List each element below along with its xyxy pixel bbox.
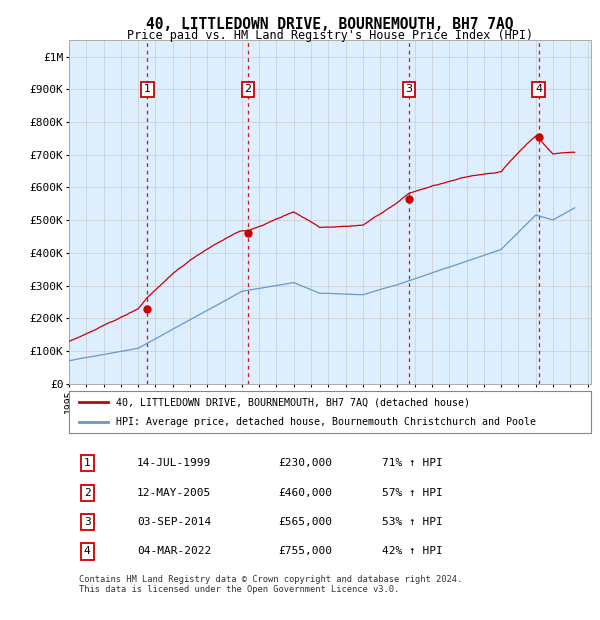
Text: 2: 2 [245,84,251,94]
Text: Price paid vs. HM Land Registry's House Price Index (HPI): Price paid vs. HM Land Registry's House … [127,30,533,42]
Text: Contains HM Land Registry data © Crown copyright and database right 2024.
This d: Contains HM Land Registry data © Crown c… [79,575,463,595]
Text: 57% ↑ HPI: 57% ↑ HPI [382,488,443,498]
Text: 1: 1 [144,84,151,94]
Text: £755,000: £755,000 [278,546,332,556]
Text: 71% ↑ HPI: 71% ↑ HPI [382,458,443,467]
Text: 40, LITTLEDOWN DRIVE, BOURNEMOUTH, BH7 7AQ: 40, LITTLEDOWN DRIVE, BOURNEMOUTH, BH7 7… [146,17,514,32]
Text: 42% ↑ HPI: 42% ↑ HPI [382,546,443,556]
Text: 12-MAY-2005: 12-MAY-2005 [137,488,211,498]
Text: 04-MAR-2022: 04-MAR-2022 [137,546,211,556]
Text: £230,000: £230,000 [278,458,332,467]
Text: 4: 4 [84,546,91,556]
Text: HPI: Average price, detached house, Bournemouth Christchurch and Poole: HPI: Average price, detached house, Bour… [116,417,536,427]
Text: 1: 1 [84,458,91,467]
Text: 2: 2 [84,488,91,498]
Text: 3: 3 [84,517,91,527]
Text: £460,000: £460,000 [278,488,332,498]
Text: £565,000: £565,000 [278,517,332,527]
Text: 14-JUL-1999: 14-JUL-1999 [137,458,211,467]
Text: 4: 4 [535,84,542,94]
Text: 40, LITTLEDOWN DRIVE, BOURNEMOUTH, BH7 7AQ (detached house): 40, LITTLEDOWN DRIVE, BOURNEMOUTH, BH7 7… [116,397,470,407]
Text: 53% ↑ HPI: 53% ↑ HPI [382,517,443,527]
Text: 3: 3 [406,84,412,94]
Text: 03-SEP-2014: 03-SEP-2014 [137,517,211,527]
